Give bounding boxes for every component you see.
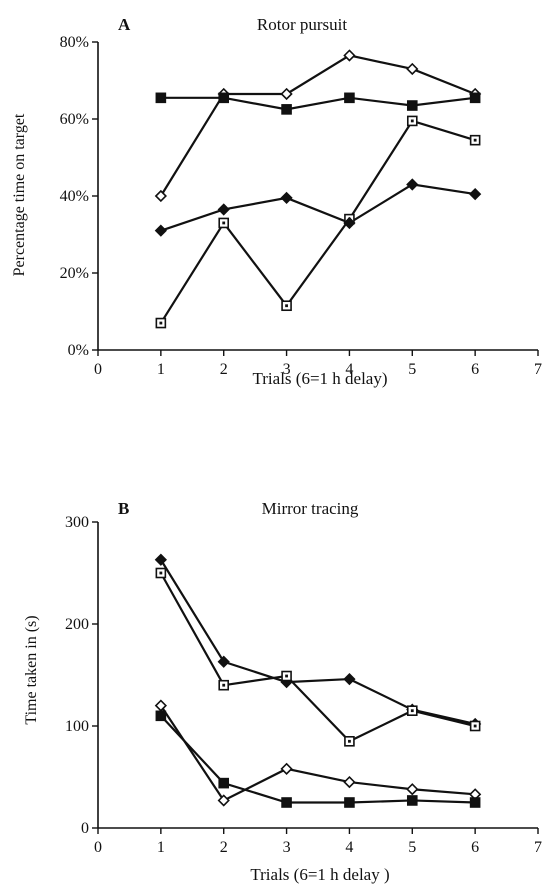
data-point-center-dot (159, 571, 163, 575)
data-point-open-diamond (406, 62, 419, 76)
data-point-filled-diamond (406, 178, 419, 191)
y-tick-label: 0% (68, 342, 89, 359)
data-point-filled-square (218, 92, 230, 104)
data-point-filled-square (469, 797, 481, 808)
data-point-center-dot (348, 739, 351, 743)
x-tick-label: 1 (157, 361, 165, 378)
x-tick-label: 7 (534, 839, 542, 856)
x-axis-label: Trials (6=1 h delay) (252, 369, 387, 388)
data-point-filled-diamond (469, 187, 482, 201)
series-line-open-diamond (159, 54, 476, 197)
data-point-open-diamond (217, 794, 230, 807)
data-point-filled-diamond (154, 553, 167, 566)
x-tick-label: 4 (345, 361, 353, 378)
data-point-filled-diamond (280, 191, 293, 205)
data-point-filled-square (155, 92, 167, 104)
data-point-filled-square (406, 100, 418, 111)
data-point-center-dot (473, 724, 477, 728)
series-line-filled-square (160, 96, 476, 111)
x-tick-label: 2 (220, 839, 228, 856)
y-tick-label: 100 (65, 718, 89, 735)
data-point-filled-diamond (154, 224, 167, 237)
data-point-filled-square (218, 777, 230, 789)
panel-a-rotor-pursuit: A Rotor pursuit Percentage time on targe… (11, 15, 542, 388)
panel-b-mirror-tracing: B Mirror tracing Time taken in (s) Trial… (23, 499, 542, 884)
x-tick-label: 5 (408, 839, 416, 856)
series-line-open-square (159, 119, 476, 324)
data-point-center-dot (159, 321, 163, 325)
x-tick-label: 6 (471, 361, 479, 378)
y-axis-label: Percentage time on target (11, 113, 28, 276)
x-tick-label: 3 (283, 839, 291, 856)
data-point-filled-square (155, 710, 167, 722)
y-tick-label: 300 (65, 514, 89, 531)
x-tick-label: 1 (157, 839, 165, 856)
data-point-open-diamond (280, 87, 293, 101)
y-tick-label: 0 (81, 820, 89, 837)
y-tick-label: 200 (65, 616, 89, 633)
x-tick-label: 4 (345, 839, 353, 856)
data-point-center-dot (222, 683, 226, 687)
y-tick-label: 40% (60, 188, 89, 205)
x-tick-label: 6 (471, 839, 479, 856)
y-tick-label: 60% (60, 111, 89, 128)
data-point-center-dot (473, 138, 477, 142)
data-point-center-dot (285, 674, 288, 678)
data-point-center-dot (410, 119, 414, 123)
data-point-open-diamond (154, 189, 167, 203)
data-point-open-diamond (343, 49, 356, 62)
series-line-open-square (159, 572, 476, 743)
series-line-filled-square (160, 715, 476, 804)
data-point-open-diamond (343, 775, 356, 789)
x-tick-label: 7 (534, 361, 542, 378)
data-point-filled-square (469, 92, 481, 104)
x-tick-label: 5 (408, 361, 416, 378)
x-tick-label: 0 (94, 361, 102, 378)
data-point-center-dot (410, 709, 414, 713)
x-tick-label: 3 (283, 361, 291, 378)
data-point-filled-diamond (343, 216, 356, 230)
data-point-filled-diamond (217, 203, 230, 216)
data-point-filled-square (406, 795, 418, 806)
x-tick-label: 0 (94, 839, 102, 856)
y-tick-label: 80% (60, 34, 89, 51)
chart-title: Rotor pursuit (257, 15, 347, 34)
series-line-open-diamond (159, 704, 476, 802)
data-point-open-diamond (280, 762, 293, 775)
data-point-filled-square (281, 104, 292, 115)
x-tick-label: 2 (220, 361, 228, 378)
data-point-filled-square (281, 797, 292, 808)
data-point-filled-square (344, 92, 355, 104)
data-point-open-diamond (406, 783, 419, 796)
data-point-center-dot (222, 221, 226, 225)
chart-title: Mirror tracing (262, 499, 359, 518)
series-line-filled-diamond (159, 559, 476, 726)
y-tick-label: 20% (60, 265, 89, 282)
data-point-filled-square (344, 797, 355, 808)
y-axis-label: Time taken in (s) (23, 615, 40, 724)
panel-label: B (118, 499, 129, 518)
series-line-filled-diamond (160, 183, 476, 232)
x-axis-label: Trials (6=1 h delay ) (250, 865, 389, 884)
panel-label: A (118, 15, 131, 34)
data-point-filled-diamond (217, 655, 230, 668)
data-point-filled-diamond (343, 672, 356, 686)
data-point-center-dot (285, 304, 288, 308)
